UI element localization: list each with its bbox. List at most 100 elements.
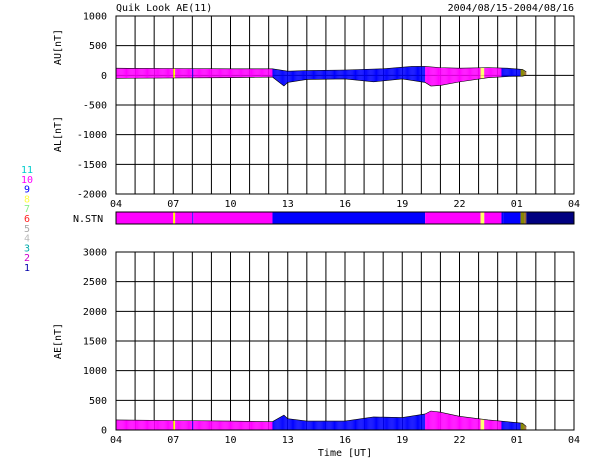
au-area-segment	[439, 67, 441, 76]
al-area-segment	[223, 75, 225, 78]
ae-area-segment	[310, 421, 312, 430]
ae-area-segment	[373, 416, 375, 430]
al-area-segment	[208, 75, 210, 78]
station-bar-segment	[116, 212, 174, 224]
au-area-segment	[160, 68, 162, 76]
ae-area-segment	[325, 421, 327, 430]
au-area-segment	[385, 68, 387, 76]
ae-area-segment	[267, 421, 269, 430]
au-area-segment	[242, 68, 244, 76]
ae-area-segment	[295, 419, 297, 430]
al-area-segment	[434, 75, 436, 86]
au-area-segment	[138, 68, 140, 76]
ae-area-segment	[120, 419, 122, 430]
al-area-segment	[411, 75, 413, 81]
au-area-segment	[449, 67, 451, 76]
ae-area-segment	[193, 420, 195, 430]
al-area-segment	[232, 75, 234, 78]
station-legend-entry: 7	[24, 204, 30, 215]
al-area-segment	[217, 75, 219, 78]
al-area-segment	[354, 75, 356, 80]
au-area-segment	[517, 69, 519, 76]
station-legend-entry: 8	[24, 194, 30, 205]
al-area-segment	[282, 75, 284, 87]
ae-area-segment	[285, 416, 287, 430]
y-tick-label: -1500	[77, 160, 107, 171]
ae-area-segment	[240, 421, 241, 430]
au-area-segment	[336, 70, 338, 76]
au-area-segment	[295, 70, 297, 76]
ae-area-segment	[525, 425, 527, 430]
al-area-segment	[192, 75, 194, 78]
ae-area-segment	[477, 418, 479, 430]
al-area-segment	[244, 75, 246, 78]
au-area-segment	[448, 67, 450, 76]
ae-area-segment	[216, 420, 218, 430]
ae-area-segment	[238, 421, 240, 430]
ae-area-segment	[363, 418, 365, 430]
al-area-segment	[427, 75, 429, 85]
ae-area-segment	[126, 420, 128, 430]
ae-area-segment	[177, 420, 179, 430]
au-area-segment	[248, 68, 250, 76]
ae-area-segment	[356, 419, 358, 430]
ae-area-segment	[413, 415, 415, 430]
al-area-segment	[276, 75, 278, 81]
station-bar-segment	[193, 212, 273, 224]
au-area-segment	[329, 70, 331, 76]
ae-area-segment	[195, 420, 197, 430]
al-area-segment	[267, 75, 269, 78]
al-area-segment	[428, 75, 429, 85]
au-area-segment	[189, 68, 191, 76]
ae-area-segment	[202, 420, 204, 430]
au-area-segment	[465, 68, 467, 76]
au-area-segment	[268, 68, 270, 76]
ae-area-segment	[221, 421, 223, 430]
au-area-segment	[195, 68, 197, 76]
au-area-segment	[358, 69, 360, 76]
al-area-segment	[277, 75, 279, 82]
al-area-segment	[421, 75, 423, 83]
au-area-segment	[356, 69, 358, 76]
al-area-segment	[259, 75, 261, 78]
au-area-segment	[359, 69, 361, 76]
al-area-segment	[202, 75, 204, 78]
ae-area-segment	[506, 421, 508, 430]
al-area-segment	[387, 75, 389, 81]
au-area-segment	[276, 69, 278, 76]
au-area-segment	[288, 71, 290, 76]
ae-area-segment	[479, 418, 481, 430]
station-bar-segment	[272, 212, 426, 224]
al-area-segment	[395, 75, 397, 80]
ae-area-segment	[207, 420, 209, 430]
ae-area-segment	[334, 421, 336, 430]
au-area-segment	[490, 67, 492, 76]
ae-area-segment	[495, 420, 497, 430]
ae-area-segment	[518, 422, 520, 430]
au-area-segment	[272, 68, 274, 76]
ae-area-segment	[242, 421, 244, 430]
al-area-segment	[207, 75, 209, 78]
al-area-segment	[140, 75, 142, 79]
chart-title: Quik Look AE(11)	[116, 3, 212, 14]
al-area-segment	[380, 75, 382, 82]
au-area-segment	[224, 68, 226, 76]
ae-area-segment	[167, 420, 169, 430]
al-area-segment	[450, 75, 452, 84]
al-area-segment	[137, 75, 139, 79]
al-area-segment	[416, 75, 418, 82]
al-area-segment	[329, 75, 331, 80]
au-area-segment	[178, 68, 179, 76]
al-area-segment	[439, 75, 441, 86]
ae-area-segment	[485, 419, 487, 430]
al-area-segment	[491, 75, 493, 78]
au-area-segment	[185, 68, 187, 76]
al-area-segment	[139, 75, 141, 79]
ae-area-segment	[241, 421, 243, 430]
au-area-segment	[377, 68, 379, 76]
ae-area-segment	[292, 419, 294, 430]
ae-area-segment	[171, 420, 173, 430]
au-area-segment	[144, 68, 146, 76]
al-area-segment	[233, 75, 235, 78]
al-area-segment	[275, 75, 277, 81]
